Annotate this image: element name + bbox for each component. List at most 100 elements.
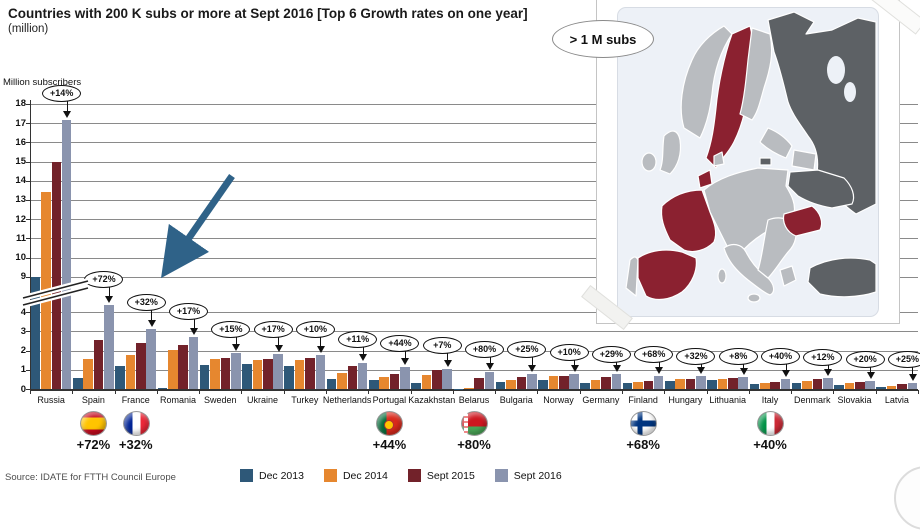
growth-arrowhead-romania [190, 328, 198, 335]
y-tick-label-11: 11 [2, 233, 26, 244]
flag-growth-portugal: +44% [357, 437, 421, 452]
gridline-3 [30, 331, 918, 332]
bar-portugal-sept2016 [400, 367, 410, 389]
bar-finland-sept2016 [654, 376, 664, 389]
bar-germany-sept2016 [612, 374, 622, 389]
growth-label-latvia: +25% [888, 351, 920, 368]
bar-italy-sept2015 [770, 382, 780, 389]
growth-arrowhead-turkey [317, 346, 325, 353]
bar-belarus-sept2016 [485, 372, 495, 389]
x-tick-mark-19 [833, 390, 834, 394]
bar-denmark-dec2014 [802, 381, 812, 389]
growth-label-norway: +10% [550, 344, 589, 361]
bar-netherlands-sept2015 [348, 366, 358, 389]
italy-flag-icon [757, 411, 784, 436]
bar-portugal-dec2013 [369, 380, 379, 389]
legend-item-sept-2016: Sept 2016 [495, 469, 562, 482]
x-tick-mark-16 [707, 390, 708, 394]
growth-arrowhead-finland [655, 367, 663, 374]
legend-label-2: Sept 2015 [427, 470, 475, 482]
bar-netherlands-sept2016 [358, 363, 368, 389]
bar-netherlands-dec2013 [327, 379, 337, 389]
x-tick-mark-2 [115, 390, 116, 394]
legend-item-dec-2013: Dec 2013 [240, 469, 304, 482]
growth-label-lithuania: +8% [719, 348, 758, 365]
growth-label-netherlands: +11% [338, 331, 377, 348]
legend-swatch-0 [240, 469, 253, 482]
bar-norway-dec2013 [538, 380, 548, 389]
flag-growth-france: +32% [104, 437, 168, 452]
bar-netherlands-dec2014 [337, 373, 347, 389]
map-uk [660, 131, 681, 174]
legend-label-3: Sept 2016 [514, 470, 562, 482]
growth-label-russia: +14% [42, 85, 81, 102]
growth-arrowhead-germany [613, 365, 621, 372]
map-portugal [626, 257, 638, 296]
bar-germany-dec2014 [591, 380, 601, 389]
slide: { "title": "Countries with 200 K subs or… [0, 0, 920, 494]
growth-label-belarus: +80% [465, 341, 504, 358]
y-tick-label-0: 0 [2, 384, 26, 395]
growth-arrowhead-netherlands [359, 354, 367, 361]
y-tick-label-15: 15 [2, 156, 26, 167]
chart-legend: Dec 2013 Dec 2014 Sept 2015 Sept 2016 [240, 469, 562, 482]
growth-label-spain: +72% [84, 271, 123, 288]
growth-arrowhead-latvia [909, 374, 917, 381]
chart-subtitle: (million) [8, 23, 48, 35]
finland-flag-icon [630, 411, 657, 436]
bar-lithuania-dec2013 [707, 380, 717, 389]
x-tick-mark-0 [30, 390, 31, 394]
flag-growth-belarus: +80% [442, 437, 506, 452]
legend-swatch-1 [324, 469, 337, 482]
flag-growth-italy: +40% [738, 437, 802, 452]
bar-spain-dec2014 [83, 359, 93, 389]
growth-arrowhead-spain [105, 296, 113, 303]
bar-latvia-sept2016 [908, 383, 918, 389]
map-sicily [748, 294, 760, 302]
bar-hungary-dec2014 [675, 379, 685, 389]
bar-italy-dec2013 [750, 384, 760, 389]
bar-sweden-sept2015 [221, 358, 231, 389]
growth-arrowhead-sweden [232, 344, 240, 351]
bar-romania-sept2015 [178, 345, 188, 389]
bar-hungary-sept2015 [686, 379, 696, 389]
bar-hungary-dec2013 [665, 381, 675, 389]
growth-label-germany: +29% [592, 346, 631, 363]
bar-norway-sept2016 [569, 374, 579, 389]
y-tick-label-16: 16 [2, 137, 26, 148]
x-tick-mark-17 [749, 390, 750, 394]
map-turkey [808, 258, 876, 297]
growth-label-finland: +68% [634, 346, 673, 363]
bar-hungary-sept2016 [696, 376, 706, 389]
bar-france-dec2014 [126, 355, 136, 389]
bar-spain-dec2013 [73, 378, 83, 389]
map-greece [780, 266, 796, 286]
legend-label-1: Dec 2014 [343, 470, 388, 482]
bar-denmark-sept2016 [823, 378, 833, 389]
x-axis [30, 389, 918, 391]
growth-arrowhead-ukraine [275, 345, 283, 352]
europe-map-svg [618, 8, 878, 316]
x-tick-mark-13 [580, 390, 581, 394]
bar-kazakhstan-dec2013 [411, 383, 421, 389]
x-tick-mark-8 [368, 390, 369, 394]
bar-lithuania-sept2016 [738, 377, 748, 389]
bar-kazakhstan-sept2016 [442, 369, 452, 389]
map-netherlands [698, 170, 712, 188]
y-tick-label-17: 17 [2, 118, 26, 129]
bar-bulgaria-dec2013 [496, 382, 506, 389]
bar-ukraine-sept2016 [273, 354, 283, 389]
bar-sweden-sept2016 [231, 353, 241, 389]
map-callout-oval: > 1 M subs [552, 20, 654, 58]
bar-russia-sept2016 [62, 120, 72, 389]
x-tick-mark-3 [157, 390, 158, 394]
bar-finland-dec2013 [623, 383, 633, 389]
map-belarus [792, 150, 816, 170]
big-blue-arrow [175, 176, 232, 258]
growth-label-slovakia: +20% [846, 351, 885, 368]
bar-finland-dec2014 [633, 382, 643, 389]
x-tick-mark-5 [241, 390, 242, 394]
bar-ukraine-dec2013 [242, 364, 252, 389]
bar-russia-sept2015 [52, 162, 62, 390]
growth-label-kazakhstan: +7% [423, 337, 462, 354]
